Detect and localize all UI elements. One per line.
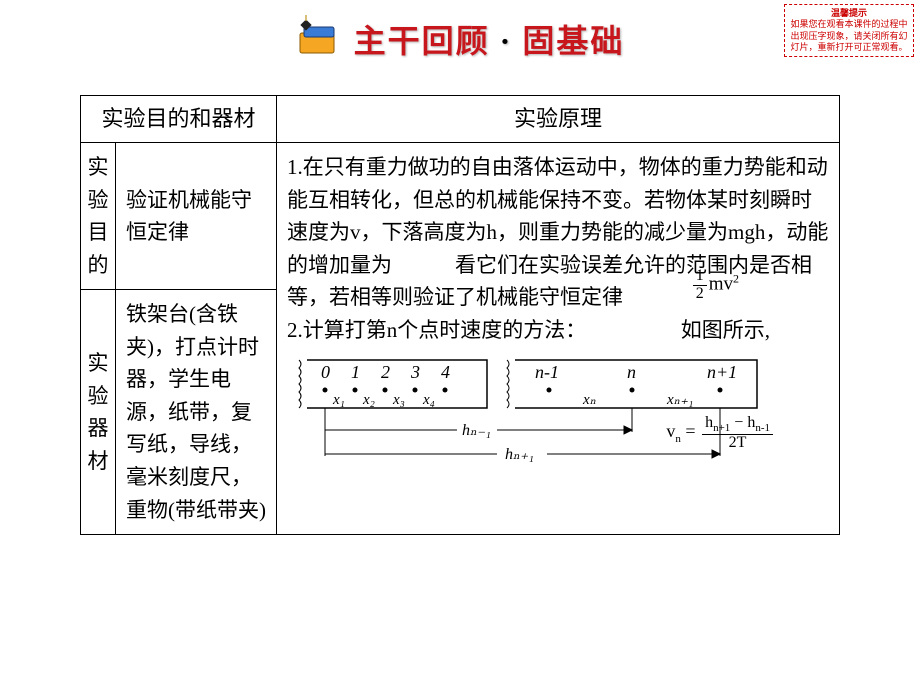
svg-text:4: 4 (441, 362, 450, 382)
svg-text:xₙ: xₙ (582, 392, 596, 408)
svg-text:2: 2 (381, 362, 390, 382)
principle-p1: 1.在只有重力做功的自由落体运动中，物体的重力势能和动能互相转化，但总的机械能保… (287, 151, 829, 314)
svg-text:3: 3 (410, 362, 420, 382)
svg-text:x₁: x₁ (332, 392, 345, 408)
tip-title: 温馨提示 (790, 8, 908, 19)
title-dot: · (500, 23, 513, 59)
tip-box: 温馨提示 如果您在观看本课件的过程中出现压字现象，请关闭所有幻灯片，重新打开可正… (784, 4, 914, 57)
svg-text:x₃: x₃ (392, 392, 405, 408)
principle-p2: 2.计算打第n个点时速度的方法： 如图所示, (287, 314, 829, 347)
tip-body: 如果您在观看本课件的过程中出现压字现象，请关闭所有幻灯片，重新打开可正常观看。 (790, 19, 908, 53)
th-left: 实验目的和器材 (81, 96, 277, 143)
books-icon (296, 15, 342, 62)
svg-text:x₄: x₄ (422, 392, 435, 408)
formula-vn: vn = hn+1 − hn-1 2T (666, 415, 775, 451)
svg-text:x₂: x₂ (362, 392, 375, 408)
title-part2: 固基础 (522, 23, 624, 59)
svg-text:0: 0 (321, 362, 330, 382)
main-table: 实验目的和器材 实验原理 实验目的 验证机械能守恒定律 1.在只有重力做功的自由… (80, 95, 840, 535)
formula-kinetic: 1 2 mv2 (691, 268, 739, 303)
svg-text:1: 1 (351, 362, 360, 382)
svg-text:hₙ₋₁: hₙ₋₁ (462, 422, 491, 439)
th-right: 实验原理 (277, 96, 840, 143)
header-title: 主干回顾 · 固基础 (354, 16, 625, 62)
principle-cell: 1.在只有重力做功的自由落体运动中，物体的重力势能和动能互相转化，但总的机械能保… (277, 143, 840, 535)
svg-text:xₙ₊₁: xₙ₊₁ (666, 392, 693, 408)
row2-label: 实验器材 (81, 290, 116, 535)
svg-text:hₙ₊₁: hₙ₊₁ (505, 446, 534, 463)
svg-text:n-1: n-1 (535, 362, 559, 382)
row1-content: 验证机械能守恒定律 (116, 143, 277, 290)
svg-text:n: n (627, 362, 636, 382)
row1-label: 实验目的 (81, 143, 116, 290)
page-header: 主干回顾 · 固基础 (0, 0, 920, 85)
svg-text:n+1: n+1 (707, 362, 737, 382)
title-part1: 主干回顾 (354, 23, 490, 59)
row2-content: 铁架台(含铁夹)，打点计时器，学生电源，纸带，复写纸，导线，毫米刻度尺，重物(带… (116, 290, 277, 535)
